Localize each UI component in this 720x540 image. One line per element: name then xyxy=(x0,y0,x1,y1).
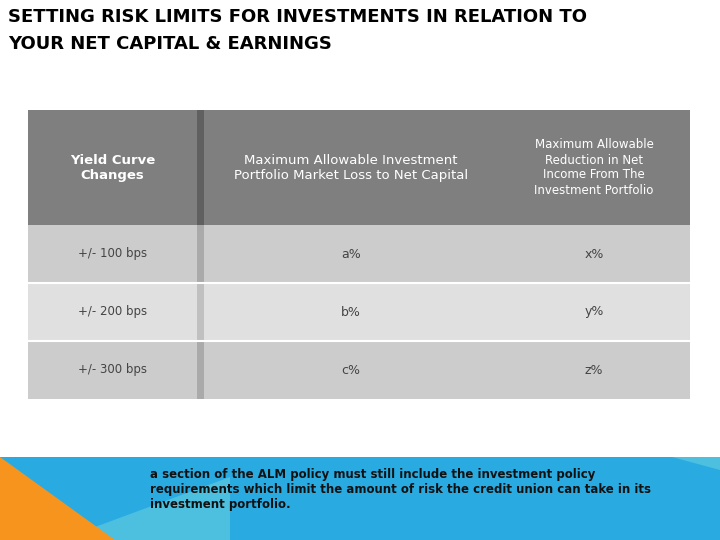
FancyBboxPatch shape xyxy=(28,225,197,283)
FancyBboxPatch shape xyxy=(498,225,690,283)
Text: y%: y% xyxy=(585,306,603,319)
Text: YOUR NET CAPITAL & EARNINGS: YOUR NET CAPITAL & EARNINGS xyxy=(8,35,332,53)
Text: Maximum Allowable
Reduction in Net
Income From The
Investment Portfolio: Maximum Allowable Reduction in Net Incom… xyxy=(534,138,654,197)
FancyBboxPatch shape xyxy=(197,110,204,225)
Text: +/- 200 bps: +/- 200 bps xyxy=(78,306,147,319)
FancyBboxPatch shape xyxy=(197,341,204,399)
FancyBboxPatch shape xyxy=(28,341,197,399)
Text: a%: a% xyxy=(341,247,361,260)
FancyBboxPatch shape xyxy=(0,457,720,540)
Text: a section of the ALM policy must still include the investment policy
requirement: a section of the ALM policy must still i… xyxy=(150,468,651,511)
FancyBboxPatch shape xyxy=(204,110,498,225)
FancyBboxPatch shape xyxy=(204,283,498,341)
FancyBboxPatch shape xyxy=(197,225,204,283)
FancyBboxPatch shape xyxy=(204,225,498,283)
Polygon shape xyxy=(0,457,115,540)
FancyBboxPatch shape xyxy=(28,110,197,225)
FancyBboxPatch shape xyxy=(28,283,197,341)
Text: +/- 100 bps: +/- 100 bps xyxy=(78,247,147,260)
Text: b%: b% xyxy=(341,306,361,319)
Polygon shape xyxy=(60,477,230,540)
Polygon shape xyxy=(672,457,720,470)
FancyBboxPatch shape xyxy=(498,283,690,341)
FancyBboxPatch shape xyxy=(498,110,690,225)
Text: Maximum Allowable Investment
Portfolio Market Loss to Net Capital: Maximum Allowable Investment Portfolio M… xyxy=(234,153,468,181)
Text: Yield Curve
Changes: Yield Curve Changes xyxy=(70,153,155,181)
Text: z%: z% xyxy=(585,363,603,376)
Text: x%: x% xyxy=(585,247,603,260)
Text: +/- 300 bps: +/- 300 bps xyxy=(78,363,147,376)
Text: SETTING RISK LIMITS FOR INVESTMENTS IN RELATION TO: SETTING RISK LIMITS FOR INVESTMENTS IN R… xyxy=(8,8,587,26)
FancyBboxPatch shape xyxy=(197,283,204,341)
FancyBboxPatch shape xyxy=(498,341,690,399)
FancyBboxPatch shape xyxy=(204,341,498,399)
Text: c%: c% xyxy=(341,363,361,376)
